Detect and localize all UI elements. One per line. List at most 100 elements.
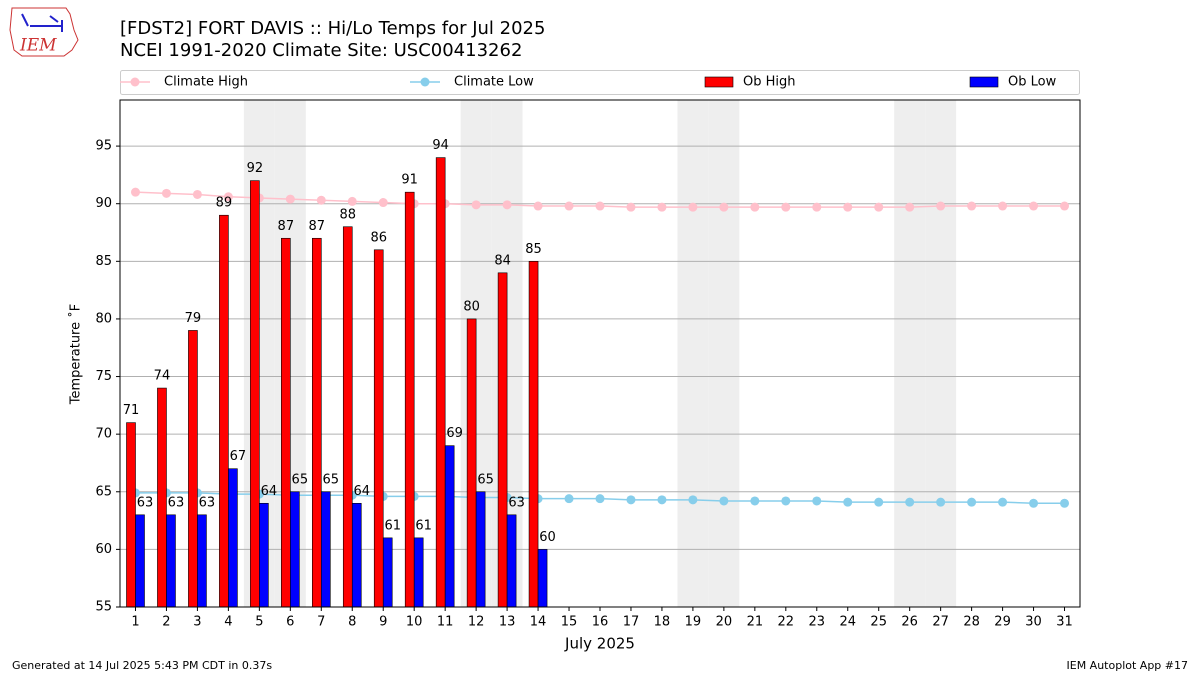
x-tick-label: 11 — [437, 615, 454, 630]
bar — [166, 514, 176, 608]
marker — [192, 189, 202, 199]
marker — [936, 201, 946, 211]
y-tick-label: 65 — [95, 484, 112, 499]
x-tick-label: 18 — [654, 615, 671, 630]
bar — [351, 502, 362, 608]
bar — [157, 387, 167, 608]
legend-box — [120, 70, 1080, 95]
x-tick-label: 23 — [809, 615, 826, 630]
logo-icon — [21, 13, 63, 32]
marker — [471, 200, 481, 210]
marker — [347, 196, 357, 206]
marker — [843, 202, 853, 212]
y-tick-label: 55 — [95, 600, 112, 615]
x-tick-label: 22 — [778, 615, 795, 630]
data-label: 69 — [446, 426, 463, 441]
data-label: 79 — [185, 311, 202, 326]
bar — [435, 157, 446, 608]
marker — [843, 497, 853, 507]
marker — [905, 497, 915, 507]
bar — [444, 445, 455, 608]
data-label: 61 — [415, 518, 432, 533]
data-label: 61 — [384, 518, 401, 533]
x-tick-label: 28 — [963, 615, 980, 630]
marker — [719, 202, 729, 212]
x-tick-label: 15 — [561, 615, 578, 630]
y-tick-label: 85 — [95, 254, 112, 269]
bar — [528, 261, 539, 608]
x-tick-label: 19 — [685, 615, 702, 630]
legend-label: Climate Low — [454, 75, 534, 90]
marker — [781, 202, 791, 212]
marker — [533, 201, 543, 211]
bar — [320, 491, 331, 608]
data-label: 63 — [137, 495, 154, 510]
x-tick-label: 3 — [193, 615, 201, 630]
x-tick-label: 5 — [255, 615, 263, 630]
marker — [967, 497, 977, 507]
data-label: 87 — [309, 219, 326, 234]
data-label: 65 — [292, 472, 309, 487]
x-tick-label: 14 — [530, 615, 547, 630]
marker — [378, 198, 388, 208]
marker — [657, 202, 667, 212]
bar — [311, 237, 322, 608]
bar — [404, 191, 415, 608]
marker — [905, 202, 915, 212]
marker — [223, 192, 233, 202]
x-tick-label: 26 — [901, 615, 918, 630]
data-label: 91 — [401, 173, 418, 188]
marker — [564, 201, 574, 211]
bar — [342, 226, 353, 608]
marker — [1060, 201, 1070, 211]
data-label: 63 — [168, 495, 185, 510]
legend-marker — [130, 77, 140, 87]
data-label: 65 — [477, 472, 494, 487]
marker — [719, 496, 729, 506]
data-label: 84 — [494, 253, 511, 268]
data-label: 67 — [230, 449, 247, 464]
x-axis-label: July 2025 — [564, 635, 635, 653]
marker — [874, 497, 884, 507]
bar — [373, 249, 384, 608]
marker — [595, 494, 605, 504]
weekend-shade — [708, 100, 740, 607]
x-tick-label: 4 — [224, 615, 232, 630]
x-tick-label: 10 — [406, 615, 423, 630]
data-label: 80 — [463, 299, 480, 314]
bar — [126, 422, 136, 608]
x-tick-label: 16 — [592, 615, 609, 630]
marker — [161, 188, 171, 198]
x-tick-label: 25 — [870, 615, 887, 630]
marker — [998, 497, 1008, 507]
marker — [750, 202, 760, 212]
data-label: 94 — [432, 138, 449, 153]
marker — [874, 202, 884, 212]
data-label: 63 — [508, 495, 525, 510]
y-tick-label: 60 — [95, 542, 112, 557]
bar — [537, 549, 548, 608]
y-tick-label: 75 — [95, 369, 112, 384]
data-label: 74 — [154, 369, 171, 384]
bar — [382, 537, 393, 608]
data-label: 71 — [123, 403, 140, 418]
x-tick-label: 29 — [994, 615, 1011, 630]
marker — [595, 201, 605, 211]
x-tick-label: 8 — [348, 615, 356, 630]
x-tick-label: 9 — [379, 615, 387, 630]
marker — [812, 496, 822, 506]
marker — [781, 496, 791, 506]
legend-swatch — [969, 76, 999, 88]
weekend-shade — [677, 100, 709, 607]
data-label: 86 — [370, 230, 387, 245]
marker — [1029, 201, 1039, 211]
x-tick-label: 7 — [317, 615, 325, 630]
marker — [936, 497, 946, 507]
x-tick-label: 27 — [932, 615, 949, 630]
bar — [497, 272, 508, 608]
data-label: 64 — [261, 484, 278, 499]
bar — [506, 514, 517, 608]
y-axis-label: Temperature ˚F — [68, 304, 84, 405]
chart-title: [FDST2] FORT DAVIS :: Hi/Lo Temps for Ju… — [120, 18, 545, 39]
marker — [688, 202, 698, 212]
